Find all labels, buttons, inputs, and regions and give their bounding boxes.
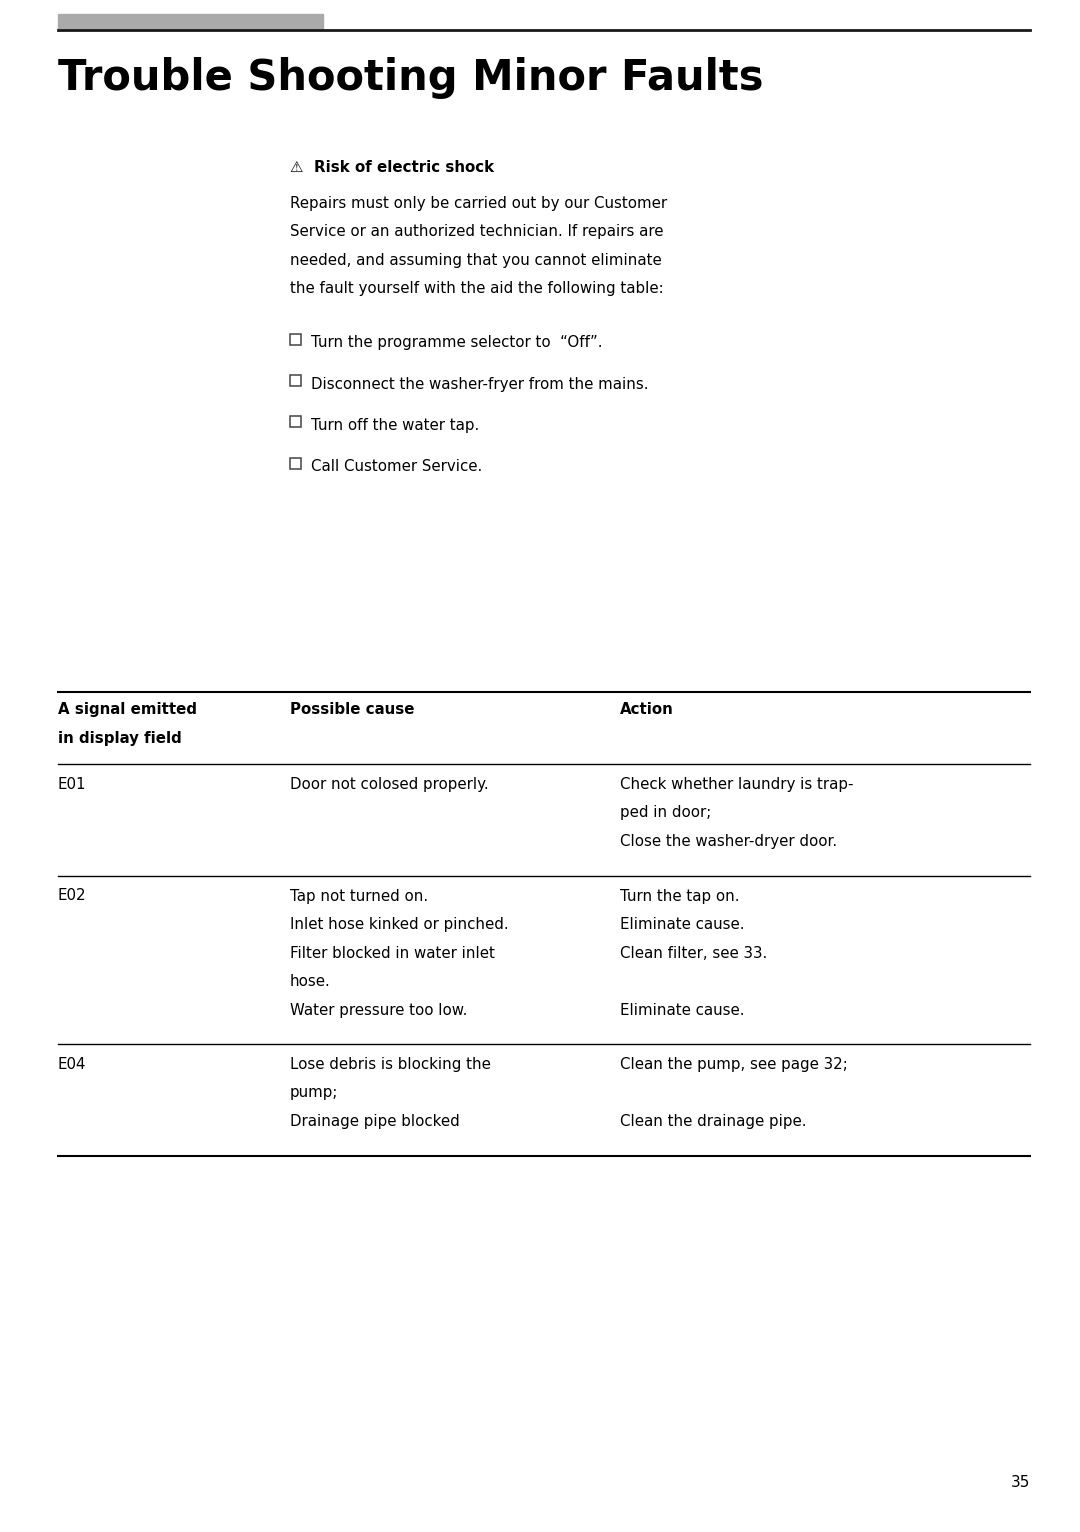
Text: Check whether laundry is trap-: Check whether laundry is trap- [620,777,853,792]
Text: ⚠  Risk of electric shock: ⚠ Risk of electric shock [291,159,495,175]
Text: Repairs must only be carried out by our Customer: Repairs must only be carried out by our … [291,196,667,210]
Text: Turn off the water tap.: Turn off the water tap. [311,418,480,434]
Text: Clean filter, see 33.: Clean filter, see 33. [620,945,767,961]
Text: Call Customer Service.: Call Customer Service. [311,460,483,475]
Text: E01: E01 [58,777,86,792]
Text: Service or an authorized technician. If repairs are: Service or an authorized technician. If … [291,224,663,239]
Text: Tap not turned on.: Tap not turned on. [291,889,428,904]
Text: hose.: hose. [291,974,330,990]
Text: Clean the pump, see page 32;: Clean the pump, see page 32; [620,1057,848,1072]
Text: A signal emitted: A signal emitted [58,702,197,717]
Text: the fault yourself with the aid the following table:: the fault yourself with the aid the foll… [291,282,663,296]
Bar [291,375,301,386]
Text: E02: E02 [58,889,86,904]
Bar [291,417,301,427]
Bar [291,334,301,345]
Text: Trouble Shooting Minor Faults: Trouble Shooting Minor Faults [58,57,764,100]
Text: Turn the programme selector to  “Off”.: Turn the programme selector to “Off”. [311,336,603,351]
Text: Clean the drainage pipe.: Clean the drainage pipe. [620,1114,807,1129]
Text: Filter blocked in water inlet: Filter blocked in water inlet [291,945,495,961]
Text: Drainage pipe blocked: Drainage pipe blocked [291,1114,460,1129]
Text: Eliminate cause.: Eliminate cause. [620,1002,744,1017]
Text: Possible cause: Possible cause [291,702,415,717]
Bar [291,458,301,469]
Text: 35: 35 [1011,1475,1030,1491]
Text: pump;: pump; [291,1086,338,1100]
Text: Lose debris is blocking the: Lose debris is blocking the [291,1057,491,1072]
Text: needed, and assuming that you cannot eliminate: needed, and assuming that you cannot eli… [291,253,662,268]
Text: Eliminate cause.: Eliminate cause. [620,918,744,931]
Text: ped in door;: ped in door; [620,806,712,821]
Text: Close the washer-dryer door.: Close the washer-dryer door. [620,833,837,849]
Text: E04: E04 [58,1057,86,1072]
Text: Disconnect the washer-fryer from the mains.: Disconnect the washer-fryer from the mai… [311,377,648,392]
Text: Turn the tap on.: Turn the tap on. [620,889,740,904]
Bar [58,14,323,31]
Text: Water pressure too low.: Water pressure too low. [291,1002,468,1017]
Text: Door not colosed properly.: Door not colosed properly. [291,777,488,792]
Text: Inlet hose kinked or pinched.: Inlet hose kinked or pinched. [291,918,509,931]
Text: Action: Action [620,702,674,717]
Text: in display field: in display field [58,731,181,746]
